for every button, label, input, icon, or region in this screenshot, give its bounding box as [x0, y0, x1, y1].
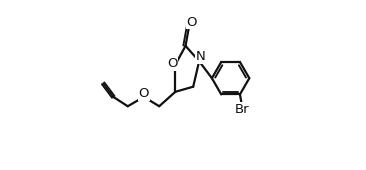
- Text: O: O: [187, 16, 197, 29]
- Text: Br: Br: [235, 103, 249, 115]
- Text: N: N: [195, 50, 205, 63]
- Text: O: O: [167, 57, 178, 70]
- Text: O: O: [139, 87, 149, 100]
